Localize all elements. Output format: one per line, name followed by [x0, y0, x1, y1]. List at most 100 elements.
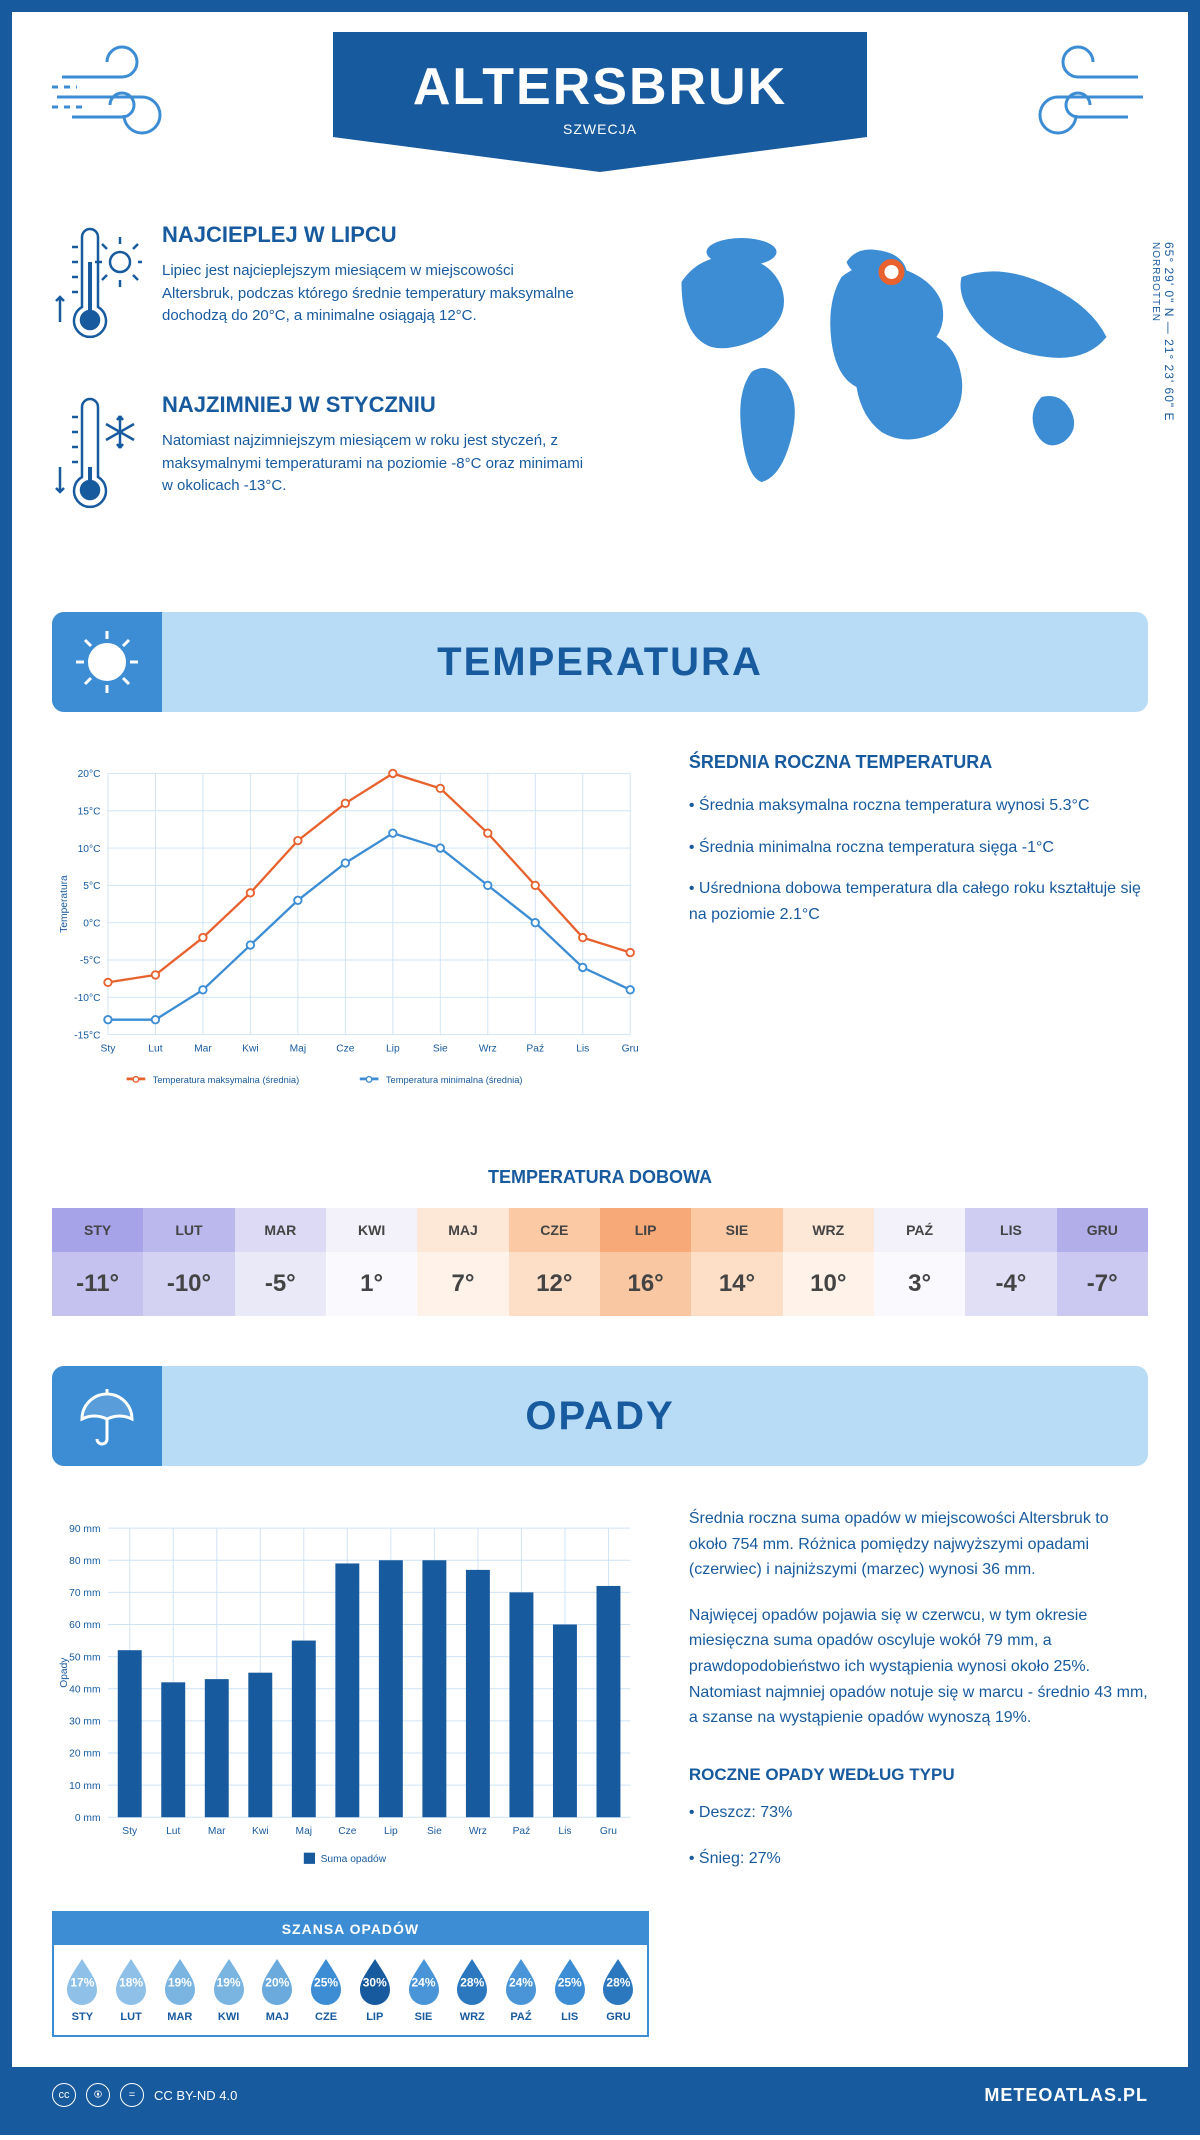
chance-cell: 20% MAJ [253, 1957, 302, 2023]
chance-value: 17% [70, 1975, 94, 1989]
chance-month: SIE [399, 2011, 448, 2023]
daily-value: 3° [874, 1252, 965, 1316]
chance-month: LIS [545, 2011, 594, 2023]
svg-text:Temperatura maksymalna (średni: Temperatura maksymalna (średnia) [153, 1075, 299, 1085]
raindrop-icon: 25% [551, 1957, 589, 2005]
title-banner: ALTERSBRUK SZWECJA [333, 32, 867, 172]
svg-text:80 mm: 80 mm [69, 1556, 100, 1567]
coldest-title: NAJZIMNIEJ W STYCZNIU [162, 392, 585, 418]
svg-text:0 mm: 0 mm [75, 1813, 101, 1824]
chance-cell: 24% SIE [399, 1957, 448, 2023]
daily-value: -7° [1057, 1252, 1148, 1316]
chance-month: WRZ [448, 2011, 497, 2023]
wind-icon [1008, 42, 1148, 142]
daily-cell: PAŹ3° [874, 1208, 965, 1316]
chance-value: 24% [509, 1975, 533, 1989]
svg-text:Lis: Lis [576, 1043, 589, 1054]
chance-month: MAJ [253, 2011, 302, 2023]
svg-text:Kwi: Kwi [252, 1826, 269, 1837]
raindrop-icon: 24% [502, 1957, 540, 2005]
svg-text:Cze: Cze [336, 1043, 355, 1054]
svg-text:60 mm: 60 mm [69, 1620, 100, 1631]
location-title: ALTERSBRUK [413, 57, 787, 117]
footer: cc 🅯 = CC BY-ND 4.0 METEOATLAS.PL [12, 2067, 1188, 2123]
daily-value: -5° [235, 1252, 326, 1316]
daily-month: MAJ [417, 1208, 508, 1252]
daily-value: 12° [509, 1252, 600, 1316]
svg-text:20 mm: 20 mm [69, 1749, 100, 1760]
precip-type-item: • Śnieg: 27% [689, 1846, 1148, 1872]
wind-icon [52, 42, 192, 142]
chance-value: 25% [558, 1975, 582, 1989]
svg-text:Lis: Lis [558, 1826, 571, 1837]
chance-month: GRU [594, 2011, 643, 2023]
chance-cell: 25% CZE [302, 1957, 351, 2023]
raindrop-icon: 17% [63, 1957, 101, 2005]
daily-cell: STY-11° [52, 1208, 143, 1316]
svg-text:Suma opadów: Suma opadów [321, 1854, 387, 1865]
svg-text:Paź: Paź [526, 1043, 544, 1054]
daily-cell: WRZ10° [783, 1208, 874, 1316]
precipitation-section-header: OPADY [52, 1366, 1148, 1466]
coordinates: 65° 29' 0" N — 21° 23' 60" E NORRBOTTEN [1148, 242, 1176, 421]
precip-paragraph: Średnia roczna suma opadów w miejscowośc… [689, 1506, 1148, 1583]
precip-type-item: • Deszcz: 73% [689, 1800, 1148, 1826]
svg-text:0°C: 0°C [83, 918, 101, 929]
daily-month: WRZ [783, 1208, 874, 1252]
daily-cell: LIS-4° [965, 1208, 1056, 1316]
chance-month: STY [58, 2011, 107, 2023]
chance-value: 18% [119, 1975, 143, 1989]
chance-value: 28% [460, 1975, 484, 1989]
chance-value: 25% [314, 1975, 338, 1989]
daily-month: STY [52, 1208, 143, 1252]
svg-text:Kwi: Kwi [242, 1043, 259, 1054]
svg-text:-5°C: -5°C [80, 956, 101, 967]
temp-stat-item: • Uśredniona dobowa temperatura dla całe… [689, 876, 1148, 927]
daily-value: -4° [965, 1252, 1056, 1316]
svg-text:Lut: Lut [148, 1043, 162, 1054]
raindrop-icon: 24% [405, 1957, 443, 2005]
svg-text:20°C: 20°C [78, 769, 102, 780]
chance-month: PAŹ [497, 2011, 546, 2023]
cc-icon: cc [52, 2083, 76, 2107]
temp-stats-title: ŚREDNIA ROCZNA TEMPERATURA [689, 752, 1148, 773]
sun-icon [72, 627, 142, 697]
raindrop-icon: 19% [210, 1957, 248, 2005]
daily-month: KWI [326, 1208, 417, 1252]
svg-text:Mar: Mar [194, 1043, 212, 1054]
coldest-block: NAJZIMNIEJ W STYCZNIU Natomiast najzimni… [52, 392, 585, 522]
daily-month: GRU [1057, 1208, 1148, 1252]
daily-temp-table: STY-11°LUT-10°MAR-5°KWI1°MAJ7°CZE12°LIP1… [52, 1208, 1148, 1316]
map-column: 65° 29' 0" N — 21° 23' 60" E NORRBOTTEN [615, 222, 1148, 562]
svg-text:Sty: Sty [122, 1826, 138, 1837]
chance-cell: 25% LIS [545, 1957, 594, 2023]
chance-cell: 28% WRZ [448, 1957, 497, 2023]
daily-cell: MAJ7° [417, 1208, 508, 1316]
daily-cell: GRU-7° [1057, 1208, 1148, 1316]
svg-text:Opady: Opady [59, 1657, 70, 1688]
chance-cell: 19% KWI [204, 1957, 253, 2023]
temperature-stats: ŚREDNIA ROCZNA TEMPERATURA • Średnia mak… [689, 752, 1148, 1117]
raindrop-icon: 18% [112, 1957, 150, 2005]
daily-cell: MAR-5° [235, 1208, 326, 1316]
svg-text:-10°C: -10°C [74, 993, 101, 1004]
svg-text:10 mm: 10 mm [69, 1781, 100, 1792]
umbrella-icon [72, 1381, 142, 1451]
daily-month: LUT [143, 1208, 234, 1252]
chance-title: SZANSA OPADÓW [54, 1913, 647, 1945]
temp-stat-item: • Średnia minimalna roczna temperatura s… [689, 835, 1148, 861]
summary-row: NAJCIEPLEJ W LIPCU Lipiec jest najcieple… [52, 222, 1148, 562]
daily-month: LIP [600, 1208, 691, 1252]
precipitation-title: OPADY [162, 1394, 1148, 1439]
coldest-text: Natomiast najzimniejszym miesiącem w rok… [162, 430, 585, 498]
svg-text:Paź: Paź [513, 1826, 531, 1837]
chance-cell: 17% STY [58, 1957, 107, 2023]
svg-text:50 mm: 50 mm [69, 1652, 100, 1663]
chance-value: 20% [265, 1975, 289, 1989]
svg-text:40 mm: 40 mm [69, 1684, 100, 1695]
svg-text:Gru: Gru [622, 1043, 639, 1054]
daily-cell: LUT-10° [143, 1208, 234, 1316]
svg-text:Cze: Cze [338, 1826, 357, 1837]
precipitation-info: Średnia roczna suma opadów w miejscowośc… [689, 1506, 1148, 2037]
hottest-text: Lipiec jest najcieplejszym miesiącem w m… [162, 260, 585, 328]
